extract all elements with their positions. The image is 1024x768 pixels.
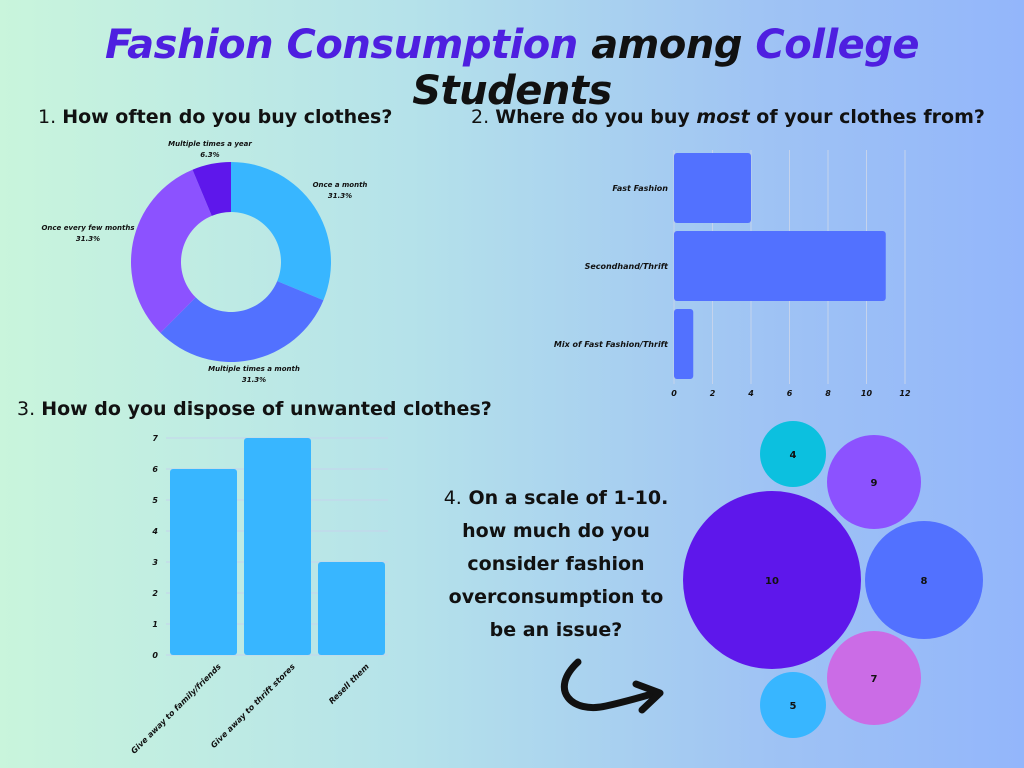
question-1-number: 1. [38, 106, 57, 128]
bubble [827, 631, 921, 725]
bubble [683, 491, 861, 669]
bubble [760, 672, 826, 738]
vbar-category-label: Give away to family/friends [129, 662, 223, 756]
question-4-line-5: be an issue? [489, 619, 623, 641]
curved-arrow-icon [561, 658, 656, 711]
hbar-x-tick-label: 10 [861, 389, 873, 398]
vbar-category-label: Resell them [327, 662, 371, 706]
vbar-y-tick-label: 4 [151, 527, 158, 536]
title-part-1: Fashion Consumption [104, 22, 578, 68]
vbar-y-tick-label: 5 [152, 496, 158, 505]
bubble [865, 521, 983, 639]
vbar-y-tick-label: 7 [152, 434, 158, 443]
donut-slice-label: Multiple times a year [168, 140, 252, 148]
bubble-label: 10 [765, 576, 779, 587]
hbar-bar [674, 153, 751, 223]
donut-slice-percent: 31.3% [242, 376, 266, 384]
question-4-number: 4. [443, 487, 462, 509]
hbar-category-label: Secondhand/Thrift [585, 262, 670, 271]
question-1-heading: 1. How often do you buy clothes? [38, 106, 392, 128]
question-2-text-after: of your clothes from? [749, 106, 985, 128]
question-4-line-4: overconsumption to [448, 586, 664, 608]
question-4-heading: 4. On a scale of 1-10. how much do you c… [425, 482, 687, 647]
page-title: Fashion Consumption among College Studen… [0, 22, 1024, 114]
donut-slice-percent: 6.3% [200, 151, 219, 159]
donut-slice [131, 169, 212, 333]
hbar-x-tick-label: 0 [671, 389, 677, 398]
donut-slice-label: Once a month [313, 181, 368, 189]
question-3-text: How do you dispose of unwanted clothes? [41, 398, 492, 420]
vbar-bar [318, 562, 385, 655]
hbar-x-tick-label: 2 [710, 389, 716, 398]
donut-slice-label: Once every few months [41, 224, 134, 232]
hbar-x-tick-label: 6 [787, 389, 793, 398]
question-3-number: 3. [17, 398, 36, 420]
donut-slice [231, 162, 331, 301]
bubble-label: 4 [790, 450, 797, 461]
question-2-number: 2. [471, 106, 490, 128]
hbar-bar [674, 231, 886, 301]
bubble [827, 435, 921, 529]
bubble-label: 5 [790, 701, 797, 712]
donut-slice [192, 162, 231, 216]
vbar-y-tick-label: 1 [152, 620, 158, 629]
bubble-label: 8 [921, 576, 928, 587]
bubble-label: 7 [871, 674, 878, 685]
question-4-line-2: how much do you [462, 520, 650, 542]
hbar-category-label: Fast Fashion [612, 184, 668, 193]
vbar-y-tick-label: 6 [152, 465, 158, 474]
question-2-text-emphasis: most [696, 106, 750, 128]
question-2-heading: 2. Where do you buy most of your clothes… [471, 106, 985, 128]
donut-chart: Once a month 31.3% Multiple times a month 3… [41, 140, 367, 384]
bubble-chart: 10 9 8 7 5 4 [683, 421, 983, 738]
vbar-bar [170, 469, 237, 655]
vbar-y-tick-label: 2 [152, 589, 158, 598]
hbar-x-tick-label: 4 [747, 389, 754, 398]
hbar-x-tick-label: 8 [825, 389, 831, 398]
question-4-line-3: consider fashion [467, 553, 645, 575]
hbar-bar [674, 309, 694, 379]
question-4-line-1: On a scale of 1-10. [468, 487, 669, 509]
hbar-category-label: Mix of Fast Fashion/Thrift [554, 340, 669, 349]
title-part-2: among [591, 22, 742, 68]
vbar-y-tick-label: 0 [152, 651, 158, 660]
vbar-y-tick-label: 3 [152, 558, 158, 567]
horizontal-bar-chart: 0 2 4 6 8 10 12 Fast Fashion Secondhand/Thrift Mi… [554, 150, 911, 398]
bubble-label: 9 [871, 478, 878, 489]
vbar-bar [244, 438, 311, 655]
vertical-bar-chart: 0 1 2 3 4 5 6 7 Give away to family/friendsGive … [129, 434, 388, 756]
donut-slice [160, 281, 324, 362]
vbar-category-label: Give away to thrift stores [209, 662, 297, 750]
question-1-text: How often do you buy clothes? [62, 106, 393, 128]
hbar-x-tick-label: 12 [899, 389, 911, 398]
donut-slice-percent: 31.3% [328, 192, 352, 200]
title-part-4: Students [412, 68, 612, 114]
question-2-text: Where do you buy most of your clothes fr… [495, 106, 985, 128]
question-3-heading: 3. How do you dispose of unwanted clothe… [17, 398, 492, 420]
donut-slice-percent: 31.3% [76, 235, 100, 243]
arrow-head-icon [632, 680, 664, 714]
donut-slice-label: Multiple times a month [208, 365, 300, 373]
bubble [760, 421, 826, 487]
question-2-text-before: Where do you buy [495, 106, 697, 128]
title-part-3: College [755, 22, 920, 68]
